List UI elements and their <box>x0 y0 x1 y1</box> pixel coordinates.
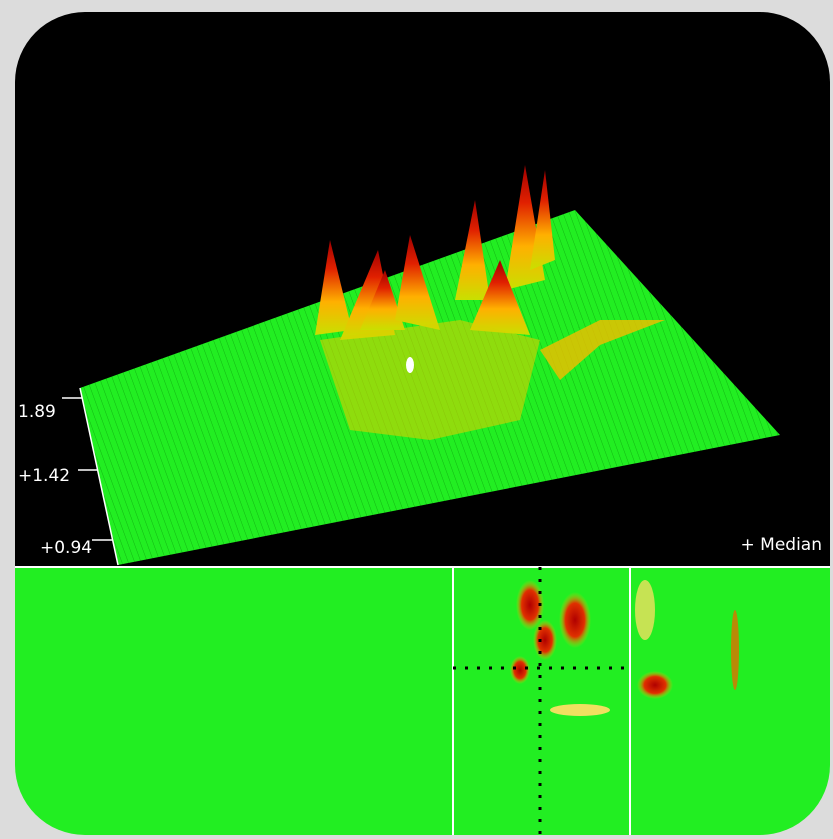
axis-label: 1.89 <box>18 402 56 422</box>
surface-peaks <box>315 165 665 440</box>
legend: + Median <box>741 535 822 555</box>
map-panel <box>15 567 830 835</box>
axis-label: +1.42 <box>18 466 70 486</box>
viewer: 1.89 +1.42 +0.94 + Median <box>15 12 830 835</box>
axis-label: +0.94 <box>40 538 92 558</box>
z-axis <box>62 387 119 566</box>
